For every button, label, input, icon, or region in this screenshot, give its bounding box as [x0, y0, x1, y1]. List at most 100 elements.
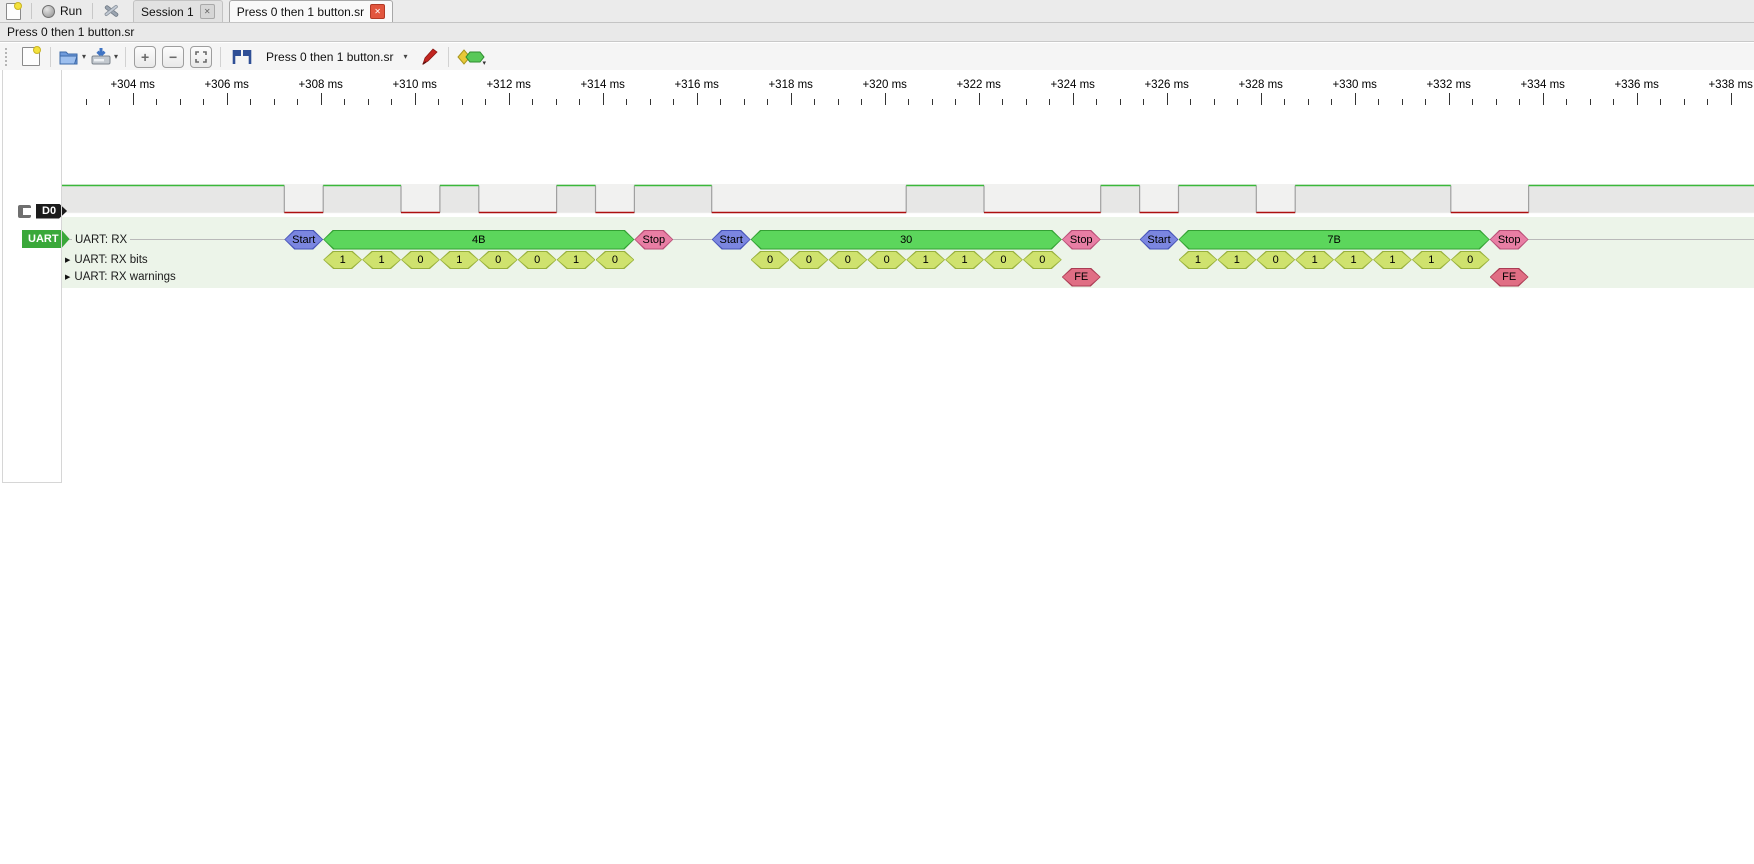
- uart-ann-bit[interactable]: 0: [828, 251, 867, 270]
- new-session-button[interactable]: [0, 1, 27, 21]
- uart-ann-bit[interactable]: 1: [557, 251, 596, 270]
- ruler-tick: [344, 99, 346, 105]
- uart-ann-stop[interactable]: Stop: [634, 230, 673, 250]
- uart-ann-warning[interactable]: FE: [1062, 268, 1101, 287]
- tab-file-label: Press 0 then 1 button.sr: [236, 4, 365, 19]
- tab-session-1[interactable]: Session 1 ✕: [133, 0, 223, 22]
- uart-ann-bit[interactable]: 0: [867, 251, 906, 270]
- uart-ann-bit[interactable]: 1: [362, 251, 401, 270]
- chevron-down-icon[interactable]: ▾: [82, 52, 87, 61]
- uart-ann-bit[interactable]: 0: [479, 251, 518, 270]
- uart-ann-bit[interactable]: 1: [906, 251, 945, 270]
- ruler-label: +316 ms: [674, 79, 719, 91]
- ruler-tick: [203, 99, 205, 105]
- chevron-down-icon[interactable]: ▾: [482, 59, 486, 67]
- uart-ann-data[interactable]: 4B: [323, 230, 634, 250]
- ruler-tick: [1589, 99, 1591, 105]
- expander-icon[interactable]: ▶: [65, 256, 71, 264]
- uart-ann-start[interactable]: Start: [284, 230, 323, 250]
- separator: [31, 3, 32, 19]
- ruler-tick: [837, 99, 839, 105]
- uart-ann-bit[interactable]: 0: [790, 251, 829, 270]
- uart-ann-stop[interactable]: Stop: [1490, 230, 1529, 250]
- uart-ann-bit[interactable]: 0: [401, 251, 440, 270]
- add-decoder-icon: [457, 48, 486, 65]
- uart-ann-bit[interactable]: 1: [1334, 251, 1373, 270]
- configure-channels-button[interactable]: [417, 45, 441, 69]
- ruler-tick: [743, 99, 745, 105]
- uart-ann-bit[interactable]: 0: [1451, 251, 1490, 270]
- settings-tools-icon: [104, 4, 119, 17]
- new-view-button[interactable]: [19, 45, 43, 69]
- uart-ann-data[interactable]: 30: [751, 230, 1062, 250]
- ruler-tick: [1190, 99, 1192, 105]
- ruler-tick: [1307, 99, 1309, 105]
- label-panel-divider: [61, 70, 62, 482]
- ruler-tick: [649, 99, 651, 105]
- zoom-out-button[interactable]: −: [161, 45, 185, 69]
- uart-ann-bit[interactable]: 0: [596, 251, 635, 270]
- uart-ann-bit[interactable]: 0: [518, 251, 557, 270]
- ruler-tick: [297, 99, 299, 105]
- save-button[interactable]: ▾: [90, 45, 118, 69]
- ruler-tick: [85, 99, 87, 105]
- uart-ann-bit[interactable]: 1: [323, 251, 362, 270]
- expander-icon[interactable]: ▶: [65, 274, 71, 281]
- close-icon[interactable]: ✕: [199, 4, 215, 19]
- uart-ann-start[interactable]: Start: [1140, 230, 1179, 250]
- uart-ann-start[interactable]: Start: [712, 230, 751, 250]
- uart-ann-bit[interactable]: 1: [1217, 251, 1256, 270]
- uart-ann-stop[interactable]: Stop: [1062, 230, 1101, 250]
- uart-ann-bit[interactable]: 1: [945, 251, 984, 270]
- open-file-button[interactable]: ▾: [58, 45, 86, 69]
- zoom-in-button[interactable]: +: [133, 45, 157, 69]
- row-label-uart-rx-bits[interactable]: ▶ UART: RX bits: [62, 253, 151, 266]
- close-icon[interactable]: ✕: [370, 4, 386, 19]
- zoom-fit-button[interactable]: [189, 45, 213, 69]
- ruler-tick: [767, 99, 769, 105]
- row-label-text: UART: RX bits: [74, 253, 148, 266]
- uart-ann-bit[interactable]: 0: [1256, 251, 1295, 270]
- ruler-tick: [1683, 99, 1685, 105]
- channel-group-icon[interactable]: [18, 205, 32, 218]
- uart-ann-bit[interactable]: 1: [1295, 251, 1334, 270]
- separator: [125, 46, 127, 67]
- ruler-tick: [1660, 99, 1662, 105]
- ruler-tick: [320, 93, 322, 105]
- show-cursors-button[interactable]: [228, 45, 256, 69]
- uart-ann-bit[interactable]: 0: [1023, 251, 1062, 270]
- uart-ann-bit[interactable]: 1: [1179, 251, 1218, 270]
- add-decoder-button[interactable]: ▾: [456, 45, 486, 69]
- uart-ann-bit[interactable]: 1: [1412, 251, 1451, 270]
- uart-ann-bit[interactable]: 0: [751, 251, 790, 270]
- settings-button[interactable]: [97, 1, 127, 21]
- session-title-bar: Press 0 then 1 button.sr: [0, 23, 1754, 42]
- channel-tag-d0[interactable]: D0: [36, 204, 67, 219]
- run-button[interactable]: Run: [36, 1, 88, 21]
- ruler-tick: [555, 99, 557, 105]
- chevron-down-icon[interactable]: ▾: [114, 52, 119, 61]
- ruler-tick: [1707, 99, 1709, 105]
- ruler-label: +332 ms: [1426, 79, 1471, 91]
- ruler-tick: [438, 99, 440, 105]
- ruler-label: +328 ms: [1238, 79, 1283, 91]
- ruler-label: +304 ms: [110, 79, 155, 91]
- decoder-tag-uart[interactable]: UART: [22, 230, 70, 248]
- uart-ann-bit[interactable]: 0: [984, 251, 1023, 270]
- new-session-icon: [6, 1, 22, 20]
- uart-ann-data[interactable]: 7B: [1179, 230, 1490, 250]
- toolbar-drag-handle[interactable]: [5, 47, 11, 66]
- uart-ann-bit[interactable]: 1: [440, 251, 479, 270]
- tab-file[interactable]: Press 0 then 1 button.sr ✕: [228, 0, 394, 22]
- label-panel-bottom-border: [2, 482, 62, 483]
- uart-ann-warning[interactable]: FE: [1490, 268, 1529, 287]
- ruler-tick: [1636, 93, 1638, 105]
- row-label-uart-rx-warnings[interactable]: ▶ UART: RX warnings: [62, 271, 179, 283]
- new-session-icon: [22, 46, 41, 66]
- row-label-uart-rx[interactable]: UART: RX: [72, 233, 131, 246]
- uart-ann-bit[interactable]: 1: [1373, 251, 1412, 270]
- trace-view[interactable]: +304 ms +306 ms +308 ms +310 ms +312 ms +314 …: [0, 70, 1754, 864]
- file-combobox[interactable]: Press 0 then 1 button.sr ▾: [258, 45, 415, 69]
- d0-waveform[interactable]: [0, 70, 1754, 300]
